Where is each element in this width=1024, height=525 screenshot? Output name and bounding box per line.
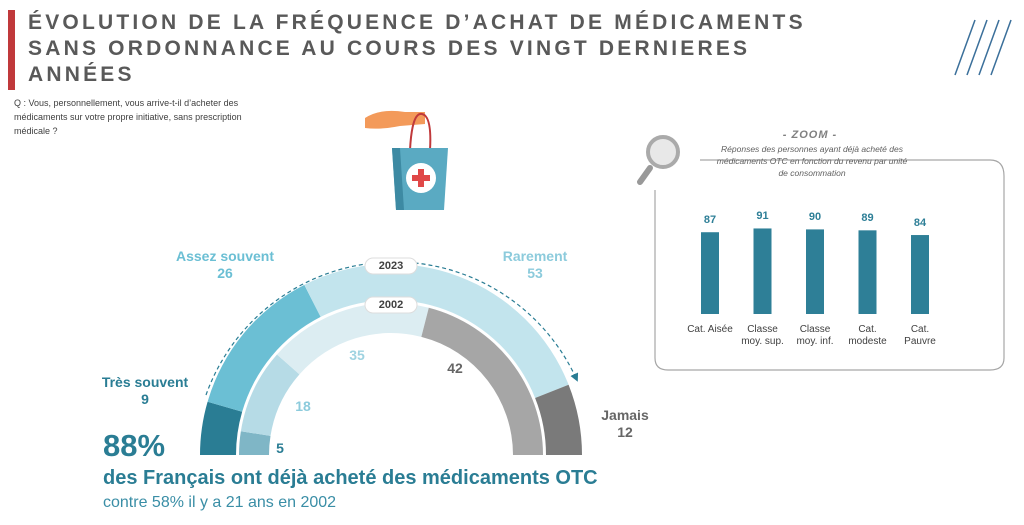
bar [806, 229, 824, 314]
segment-label-group: Assez souvent 26 [165, 248, 285, 282]
bar [911, 235, 929, 314]
zoom-title: - ZOOM - [782, 129, 838, 141]
headline-text: des Français ont déjà acheté des médicam… [103, 467, 598, 489]
series-pill [364, 296, 418, 314]
value-label: 84 [913, 217, 927, 230]
value-label: 5 [276, 440, 284, 456]
bar [858, 230, 877, 314]
series-pill [364, 257, 418, 275]
zoom-frame [654, 159, 1005, 371]
value-label: 12 [617, 424, 633, 440]
magnifier-icon [637, 135, 680, 185]
ring-segment [421, 307, 543, 455]
series-name: 2023 [378, 260, 404, 272]
segment-label-group: 5 [270, 440, 290, 457]
bar [701, 232, 719, 314]
headline-value: 88% [103, 428, 166, 463]
value-label: 18 [295, 398, 311, 414]
value-label: 87 [703, 214, 717, 227]
category-label: Cat. modeste [848, 324, 887, 347]
segment-label-group: 18 [288, 398, 318, 415]
ring-segment [200, 401, 243, 455]
trend-arrow [205, 261, 579, 396]
value-label: 53 [527, 265, 543, 281]
ring-segment [535, 384, 582, 455]
ring-segment [207, 284, 321, 412]
value-label: 9 [141, 391, 149, 407]
zoom-subtitle: Réponses des personnes ayant déjà acheté… [716, 144, 908, 178]
value-label: 42 [447, 360, 463, 376]
category-label: Classe moy. inf. [796, 324, 834, 347]
segment-label-group: 35 [342, 347, 372, 364]
segment-label-group: Très souvent 9 [100, 374, 190, 408]
segment-label-group: 42 [440, 360, 470, 377]
category-label: Jamais [601, 407, 649, 423]
bag-icon [365, 110, 448, 210]
segment-label-group: Rarement 53 [480, 248, 590, 282]
bar [753, 228, 772, 314]
ring-segment [240, 354, 300, 436]
headline-note: contre 58% il y a 21 ans en 2002 [103, 494, 337, 511]
ring-segment [239, 431, 271, 455]
value-label: 90 [808, 211, 822, 224]
value-label: 35 [349, 347, 365, 363]
ring-segment [276, 303, 429, 375]
title-accent [8, 10, 15, 90]
category-label: Cat. Aisée [687, 324, 733, 335]
value-label: 26 [217, 265, 233, 281]
category-label: Cat. Pauvre [904, 324, 936, 347]
title: ÉVOLUTION DE LA FRÉQUENCE D’ACHAT DE MÉD… [28, 11, 806, 86]
category-label: Rarement [502, 248, 568, 264]
category-label: Assez souvent [175, 248, 275, 264]
question: Q : Vous, personnellement, vous arrive-t… [14, 98, 242, 136]
category-label: Très souvent [101, 374, 189, 390]
category-label: Classe moy. sup. [741, 324, 784, 347]
segment-label-group: Jamais 12 [580, 407, 670, 441]
decor-stripes [954, 19, 1012, 76]
value-label: 91 [756, 210, 769, 223]
series-name: 2002 [378, 299, 404, 311]
value-label: 89 [861, 212, 874, 225]
